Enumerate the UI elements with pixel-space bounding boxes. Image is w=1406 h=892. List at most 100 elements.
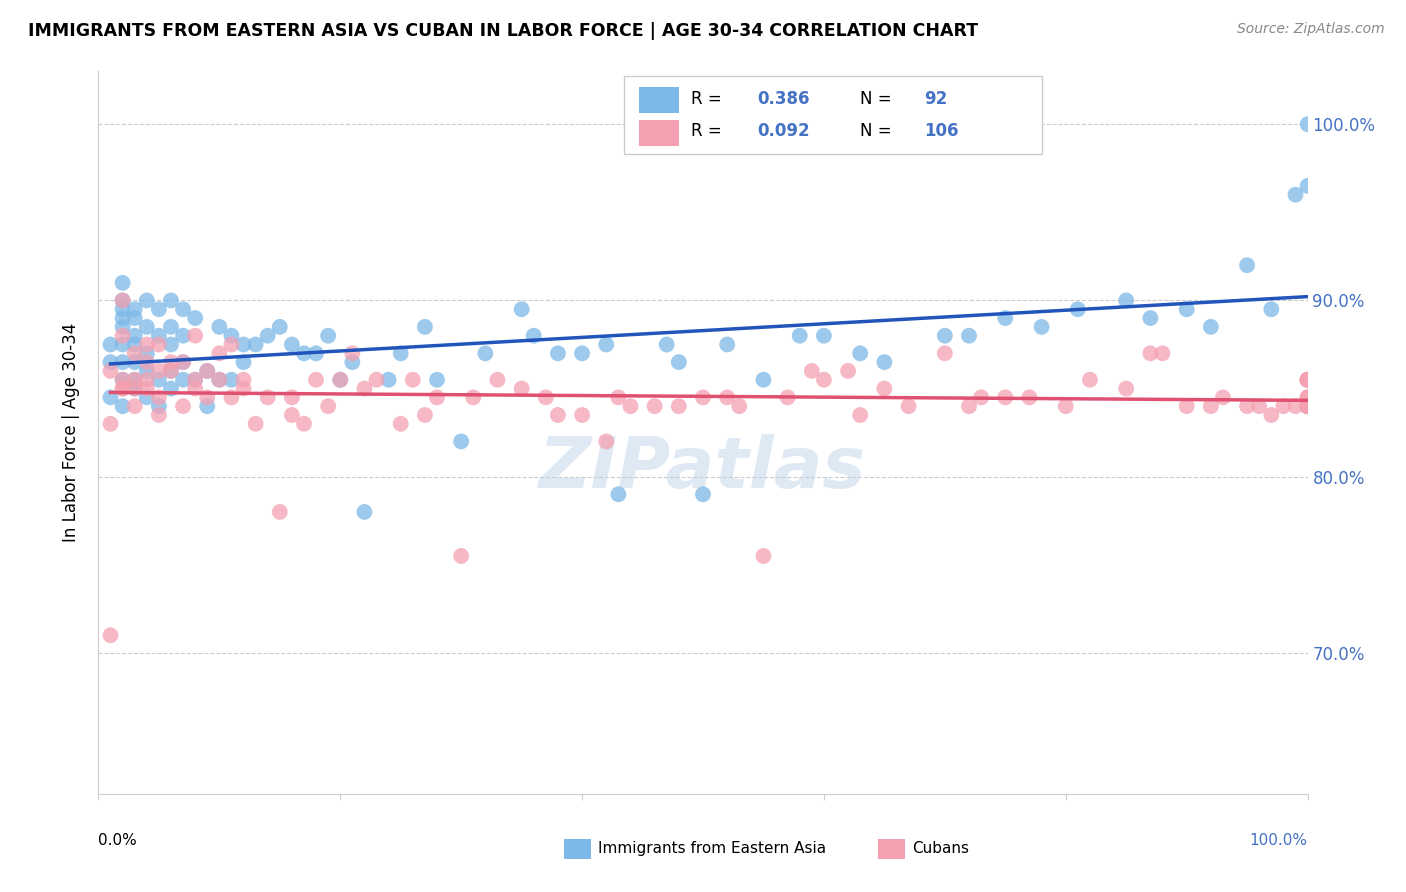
Point (160, 293, 183, 308)
Text: ZIPatlas: ZIPatlas (540, 434, 866, 503)
Point (426, 390, 449, 404)
Point (135, 364, 157, 378)
Point (1296, 390, 1319, 404)
Point (1260, 302, 1282, 317)
Point (135, 382, 157, 396)
Point (148, 390, 170, 404)
Point (957, 328, 980, 343)
Point (547, 346, 569, 360)
Point (1296, 399, 1319, 413)
Point (100, 355, 122, 369)
Point (934, 346, 956, 360)
Point (329, 373, 352, 387)
Text: R =: R = (690, 122, 721, 140)
Point (934, 328, 956, 343)
Point (813, 373, 835, 387)
Point (221, 328, 243, 343)
Point (208, 373, 231, 387)
Text: 0.092: 0.092 (758, 122, 810, 140)
Point (111, 293, 134, 308)
Point (160, 364, 183, 378)
Text: 106: 106 (924, 122, 959, 140)
Point (668, 355, 690, 369)
Point (160, 364, 183, 378)
Point (1115, 382, 1137, 396)
Text: Cubans: Cubans (912, 840, 969, 855)
Point (124, 382, 146, 396)
Point (510, 302, 533, 317)
Point (124, 399, 146, 413)
Point (1139, 311, 1161, 326)
Point (111, 382, 134, 396)
Point (305, 373, 328, 387)
Point (195, 390, 218, 404)
Point (160, 337, 183, 351)
Point (100, 628, 122, 642)
Point (752, 549, 775, 563)
Point (849, 346, 872, 360)
Point (692, 487, 714, 501)
Point (353, 382, 375, 396)
Text: N =: N = (860, 90, 891, 108)
Point (245, 337, 267, 351)
Point (111, 302, 134, 317)
Point (1236, 258, 1258, 272)
Point (232, 373, 254, 387)
Point (329, 373, 352, 387)
Point (644, 399, 666, 413)
Point (221, 337, 243, 351)
Point (450, 549, 472, 563)
Point (305, 346, 328, 360)
Point (316, 399, 339, 413)
FancyBboxPatch shape (638, 120, 679, 145)
Point (208, 373, 231, 387)
Point (897, 399, 920, 413)
Point (1199, 399, 1222, 413)
Text: N =: N = (860, 122, 891, 140)
Point (100, 337, 122, 351)
Point (1296, 399, 1319, 413)
Point (728, 399, 751, 413)
Point (148, 328, 170, 343)
Point (316, 328, 339, 343)
Point (1078, 373, 1101, 387)
Point (148, 373, 170, 387)
Point (184, 373, 207, 387)
Point (547, 408, 569, 422)
Point (389, 346, 412, 360)
Point (716, 337, 738, 351)
Point (148, 364, 170, 378)
Point (184, 382, 207, 396)
Point (111, 373, 134, 387)
Point (1018, 390, 1040, 404)
Point (970, 390, 993, 404)
Point (111, 355, 134, 369)
Point (571, 408, 593, 422)
Point (1067, 302, 1090, 317)
Point (172, 373, 194, 387)
Point (172, 355, 194, 369)
Point (160, 382, 183, 396)
Y-axis label: In Labor Force | Age 30-34: In Labor Force | Age 30-34 (62, 323, 80, 542)
Point (1054, 399, 1077, 413)
Point (776, 390, 799, 404)
Point (957, 399, 980, 413)
Point (342, 355, 364, 369)
Point (124, 337, 146, 351)
Point (1296, 117, 1319, 131)
Point (172, 328, 194, 343)
Point (994, 311, 1017, 326)
Point (256, 390, 278, 404)
Point (184, 311, 207, 326)
Point (232, 355, 254, 369)
Point (124, 328, 146, 343)
Point (245, 417, 267, 431)
Point (342, 346, 364, 360)
Point (195, 364, 218, 378)
Point (111, 311, 134, 326)
Point (1296, 399, 1319, 413)
Point (607, 487, 630, 501)
Point (148, 408, 170, 422)
Point (1199, 319, 1222, 334)
Point (172, 302, 194, 317)
